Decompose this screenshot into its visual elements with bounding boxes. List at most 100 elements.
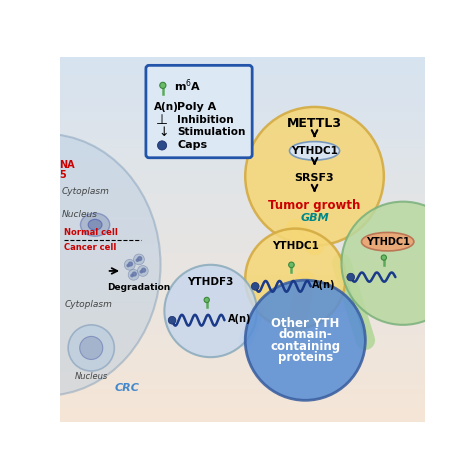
Text: YTHDF3: YTHDF3 (187, 277, 234, 287)
Circle shape (142, 268, 146, 272)
Text: YTHDC1: YTHDC1 (366, 237, 410, 246)
Text: A(n): A(n) (228, 314, 251, 324)
Bar (61, 267, 425, 271)
Bar (61, 130, 425, 135)
Text: A(n): A(n) (312, 280, 336, 290)
Circle shape (137, 259, 138, 261)
Bar (61, 340, 425, 344)
Bar (61, 162, 425, 166)
Circle shape (131, 274, 133, 277)
Text: Normal cell: Normal cell (64, 228, 118, 237)
Bar (61, 290, 425, 294)
FancyBboxPatch shape (146, 65, 252, 158)
Text: CRC: CRC (114, 383, 139, 393)
Bar (61, 203, 425, 208)
Circle shape (157, 141, 167, 150)
Bar (61, 363, 425, 367)
Bar (61, 399, 425, 404)
Bar (61, 175, 425, 180)
Bar (61, 303, 425, 308)
Bar (61, 317, 425, 321)
Bar (61, 258, 425, 262)
Text: Other YTH: Other YTH (271, 317, 339, 330)
Bar (61, 71, 425, 75)
Bar (61, 144, 425, 148)
Circle shape (245, 228, 346, 328)
Bar (61, 381, 425, 385)
Bar (61, 408, 425, 413)
Bar (61, 276, 425, 281)
Bar (61, 230, 425, 235)
Text: Caps: Caps (177, 140, 208, 150)
Bar (61, 135, 425, 139)
Bar (61, 62, 425, 66)
Bar (61, 312, 425, 317)
Bar (61, 417, 425, 422)
Bar (61, 102, 425, 107)
Bar (61, 344, 425, 349)
Bar (61, 153, 425, 157)
Bar (61, 326, 425, 331)
Bar (61, 404, 425, 408)
Text: 5: 5 (59, 170, 65, 180)
Bar (61, 239, 425, 244)
Text: Inhibition: Inhibition (177, 115, 234, 125)
Circle shape (168, 316, 176, 324)
Text: NA: NA (59, 160, 74, 170)
Text: YTHDC1: YTHDC1 (272, 241, 319, 251)
Bar (61, 262, 425, 267)
Bar (61, 139, 425, 144)
Bar (61, 166, 425, 171)
Bar (61, 116, 425, 121)
Bar (61, 125, 425, 130)
Bar (61, 66, 425, 71)
Circle shape (164, 265, 257, 357)
Bar (61, 185, 425, 189)
Text: Nucleus: Nucleus (62, 210, 98, 219)
Circle shape (127, 264, 129, 267)
Bar (61, 226, 425, 230)
Bar (61, 349, 425, 354)
Ellipse shape (88, 219, 102, 230)
Bar (61, 208, 425, 212)
Circle shape (138, 257, 142, 261)
Circle shape (245, 107, 384, 246)
Text: A(n): A(n) (155, 102, 179, 112)
Text: YTHDC1: YTHDC1 (291, 146, 338, 156)
Bar (61, 89, 425, 93)
Text: Cancer cell: Cancer cell (64, 243, 117, 252)
Text: proteins: proteins (278, 351, 333, 365)
Bar (61, 235, 425, 239)
Bar (61, 171, 425, 175)
Ellipse shape (290, 142, 339, 160)
Text: Cytoplasm: Cytoplasm (64, 301, 112, 310)
Circle shape (134, 254, 145, 265)
Bar (61, 294, 425, 299)
Bar (61, 372, 425, 376)
Bar (61, 189, 425, 194)
Circle shape (80, 337, 103, 359)
Circle shape (124, 259, 135, 270)
Bar (61, 57, 425, 62)
Text: GBM: GBM (300, 213, 329, 223)
Ellipse shape (0, 134, 161, 396)
Bar (61, 93, 425, 98)
Text: Tumor growth: Tumor growth (268, 199, 361, 212)
Bar (61, 212, 425, 217)
Circle shape (381, 255, 386, 260)
Bar (61, 80, 425, 84)
Text: Poly A: Poly A (177, 102, 217, 112)
Text: ↓: ↓ (158, 126, 169, 139)
Circle shape (341, 201, 465, 325)
Bar (61, 221, 425, 226)
Bar (61, 390, 425, 394)
Ellipse shape (81, 213, 109, 237)
Bar (61, 84, 425, 89)
Text: METTL3: METTL3 (287, 118, 342, 130)
Bar (61, 367, 425, 372)
Text: Degradation: Degradation (107, 283, 170, 292)
Circle shape (245, 280, 365, 401)
Bar (61, 376, 425, 381)
Bar (61, 394, 425, 399)
Text: containing: containing (270, 340, 340, 353)
